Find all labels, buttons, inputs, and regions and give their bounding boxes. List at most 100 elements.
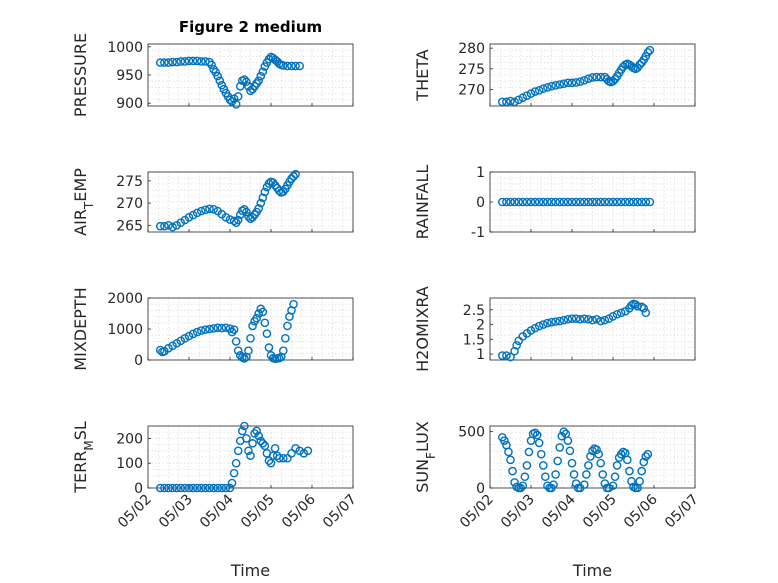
data-point [508,466,517,476]
data-point [543,481,552,491]
data-point [237,426,247,436]
y-tick-label: 275 [116,174,143,190]
data-point [506,197,515,207]
data-point [584,314,593,324]
data-point [266,458,276,468]
data-point [502,197,511,207]
data-point [530,197,540,207]
data-point [500,436,509,445]
data-point [510,478,519,487]
data-point [502,351,511,360]
x-tick-label: 05/05 [238,492,278,532]
data-point [532,430,542,440]
data-point [536,449,546,459]
data-point [575,314,585,324]
data-point [551,317,560,326]
data-point [260,318,270,328]
y-tick-label: 2 [476,318,485,334]
data-point [283,453,292,463]
y-tick-label: 1000 [107,322,143,338]
data-point [205,483,214,493]
data-point [534,438,544,448]
data-point [582,470,591,479]
y-tick-label: 500 [458,425,485,441]
data-point [555,197,565,207]
y-tick-label: 2.5 [463,303,485,319]
data-point [596,458,606,468]
data-point [516,483,526,493]
data-point [215,76,225,85]
data-point [221,323,231,333]
data-point [563,314,573,324]
data-point [569,470,579,479]
data-point [584,461,593,470]
data-point [192,483,202,493]
data-point [209,483,218,493]
data-point [600,197,610,207]
data-point [534,321,544,331]
data-point [504,447,513,457]
data-point [233,346,243,356]
data-point [258,307,268,317]
data-point [586,452,595,461]
data-point [627,301,636,310]
data-point [563,78,573,88]
data-point [176,57,186,66]
data-point [242,434,251,443]
data-point [258,193,268,203]
data-point [180,333,190,343]
data-point [539,197,548,207]
data-point [563,197,573,207]
data-point [287,61,296,71]
data-point [596,316,606,326]
data-point [278,346,288,356]
data-point [184,331,194,341]
data-point [559,197,569,207]
data-point [551,470,560,479]
data-point [233,92,243,101]
data-point [221,213,231,222]
data-point [213,71,222,81]
data-point [213,323,222,333]
data-point [192,56,202,66]
data-point [246,333,255,343]
data-point [539,320,548,329]
data-point [233,446,243,456]
data-point [571,197,581,207]
data-point [557,431,567,441]
data-point [520,472,530,482]
data-point [237,206,247,215]
x-tick-label: 05/07 [662,492,702,532]
data-point [518,481,528,491]
data-point [514,197,524,207]
data-point [571,78,581,87]
data-point [522,91,532,100]
data-point [629,197,638,207]
data-point [240,421,249,431]
data-point [645,197,655,207]
data-series [497,299,651,362]
data-point [278,61,288,70]
data-point [262,329,272,338]
data-point [534,85,544,95]
axes-box [489,43,696,107]
data-point [254,204,264,213]
data-point [580,480,589,489]
data-point [543,83,552,92]
data-point [225,483,235,493]
data-series [155,169,300,232]
x-tick-label: 05/04 [197,491,237,531]
data-point [559,427,569,436]
data-point [176,483,186,493]
subplot-7: 0 100 200 05/02 05/03 05/04 05/05 05/06 05/07 TER… [71,421,360,580]
data-point [608,197,618,207]
data-point [256,436,266,446]
y-axis-label: THETA [413,49,432,101]
y-tick-label: -1 [471,225,485,241]
data-point [289,172,298,181]
data-point [584,197,593,207]
data-point [625,466,634,476]
data-point [522,461,532,470]
data-point [510,197,519,207]
